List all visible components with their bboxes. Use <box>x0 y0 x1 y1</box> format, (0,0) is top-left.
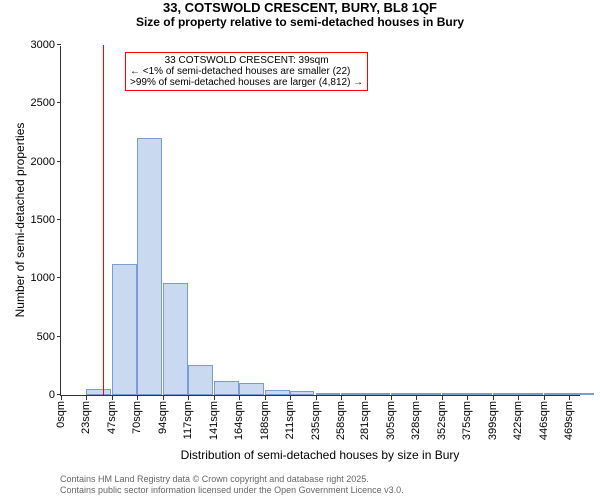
x-tick-label: 164sqm <box>233 395 245 440</box>
x-tick-label: 446sqm <box>538 395 550 440</box>
x-tick-label: 399sqm <box>487 395 499 440</box>
footer-line: Contains public sector information licen… <box>60 485 404 496</box>
x-tick-label: 235sqm <box>310 395 322 440</box>
x-tick-label: 422sqm <box>512 395 524 440</box>
histogram-bar <box>214 381 239 395</box>
annotation-box: 33 COTSWOLD CRESCENT: 39sqm← <1% of semi… <box>125 52 368 91</box>
histogram-bar <box>239 383 264 395</box>
x-axis-label: Distribution of semi-detached houses by … <box>60 448 580 462</box>
x-tick-mark <box>239 396 240 400</box>
x-tick-mark <box>341 396 342 400</box>
x-tick-mark <box>467 396 468 400</box>
x-tick-mark <box>188 396 189 400</box>
y-tick-mark <box>57 219 61 220</box>
x-tick-mark <box>265 396 266 400</box>
x-tick-label: 305sqm <box>385 395 397 440</box>
y-tick-mark <box>57 102 61 103</box>
x-tick-label: 375sqm <box>461 395 473 440</box>
x-tick-mark <box>544 396 545 400</box>
x-tick-mark <box>86 396 87 400</box>
x-tick-label: 469sqm <box>563 395 575 440</box>
x-tick-mark <box>442 396 443 400</box>
x-tick-label: 188sqm <box>259 395 271 440</box>
plot-area: 33 COTSWOLD CRESCENT: 39sqm← <1% of semi… <box>60 46 580 396</box>
annotation-line: >99% of semi-detached houses are larger … <box>130 77 363 88</box>
y-tick-label: 1500 <box>31 214 61 226</box>
x-tick-label: 328sqm <box>410 395 422 440</box>
x-tick-label: 141sqm <box>208 395 220 440</box>
histogram-bar <box>163 283 188 395</box>
x-tick-mark <box>290 396 291 400</box>
x-tick-label: 258sqm <box>335 395 347 440</box>
chart-subtitle: Size of property relative to semi-detach… <box>0 15 600 29</box>
chart-title: 33, COTSWOLD CRESCENT, BURY, BL8 1QF <box>0 0 600 15</box>
x-tick-mark <box>493 396 494 400</box>
x-tick-mark <box>569 396 570 400</box>
annotation-line: ← <1% of semi-detached houses are smalle… <box>130 66 363 77</box>
x-tick-label: 117sqm <box>182 395 194 439</box>
annotation-header: 33 COTSWOLD CRESCENT: 39sqm <box>130 55 363 66</box>
y-axis-label: Number of semi-detached properties <box>13 90 27 350</box>
histogram-bar <box>137 138 162 395</box>
x-tick-label: 352sqm <box>436 395 448 440</box>
histogram-bar <box>188 365 213 395</box>
x-tick-mark <box>518 396 519 400</box>
reference-line <box>103 45 104 395</box>
x-tick-mark <box>163 396 164 400</box>
x-tick-label: 23sqm <box>80 395 92 434</box>
x-tick-mark <box>61 396 62 400</box>
histogram-bar <box>112 264 137 395</box>
y-tick-label: 500 <box>37 331 61 343</box>
x-tick-mark <box>112 396 113 400</box>
x-tick-label: 281sqm <box>359 395 371 440</box>
x-tick-label: 47sqm <box>106 395 118 434</box>
x-tick-mark <box>137 396 138 400</box>
x-tick-mark <box>214 396 215 400</box>
x-tick-mark <box>316 396 317 400</box>
x-tick-mark <box>416 396 417 400</box>
y-tick-label: 3000 <box>31 39 61 51</box>
x-tick-label: 94sqm <box>157 395 169 434</box>
footer-line: Contains HM Land Registry data © Crown c… <box>60 474 404 485</box>
y-tick-mark <box>57 161 61 162</box>
x-tick-label: 70sqm <box>131 395 143 434</box>
x-tick-mark <box>391 396 392 400</box>
histogram-chart: 33, COTSWOLD CRESCENT, BURY, BL8 1QF Siz… <box>0 0 600 500</box>
y-tick-label: 2000 <box>31 156 61 168</box>
y-tick-mark <box>57 277 61 278</box>
chart-footer: Contains HM Land Registry data © Crown c… <box>60 474 404 496</box>
y-tick-label: 1000 <box>31 272 61 284</box>
y-tick-mark <box>57 336 61 337</box>
y-tick-label: 2500 <box>31 97 61 109</box>
x-tick-mark <box>365 396 366 400</box>
y-tick-mark <box>57 44 61 45</box>
x-tick-label: 211sqm <box>284 395 296 439</box>
